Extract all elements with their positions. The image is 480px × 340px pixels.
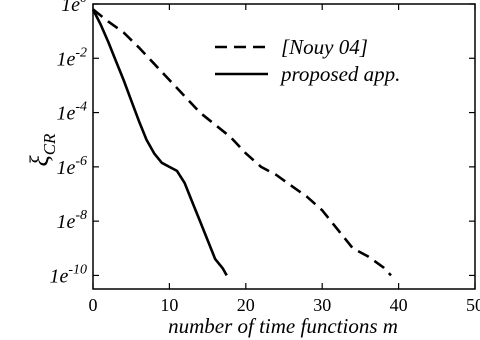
x-tick-label: 20 bbox=[237, 295, 255, 315]
y-tick-label-exponent: 0 bbox=[80, 0, 87, 6]
x-tick-label: 30 bbox=[313, 295, 331, 315]
y-tick-label: 1e-8 bbox=[56, 208, 87, 233]
y-tick-label: 1e-4 bbox=[56, 100, 87, 125]
y-tick-label-base: 1e bbox=[56, 211, 75, 233]
y-tick-label-base: 1e bbox=[61, 0, 80, 16]
x-axis: 0 10 20 30 40 50 bbox=[89, 4, 480, 315]
series-layer bbox=[91, 8, 392, 277]
y-tick-label-base: 1e bbox=[49, 265, 68, 287]
x-axis-label: number of time functions m bbox=[168, 314, 398, 338]
y-tick-label-base: 1e bbox=[56, 157, 75, 179]
legend-label-proposed: proposed app. bbox=[279, 62, 400, 86]
svg-text:ξCR: ξCR bbox=[25, 133, 59, 166]
y-tick-label-exponent: -10 bbox=[68, 262, 87, 277]
y-tick-label-base: 1e bbox=[56, 48, 75, 70]
y-axis-label: ξCR bbox=[25, 133, 59, 166]
y-tick-label-exponent: -8 bbox=[75, 208, 87, 223]
y-axis: 1e01e-21e-41e-61e-81e-10 bbox=[49, 0, 475, 287]
x-tick-label: 0 bbox=[89, 295, 98, 315]
y-axis-label-subscript: CR bbox=[40, 133, 59, 155]
x-tick-label: 40 bbox=[390, 295, 408, 315]
y-tick-label: 1e-10 bbox=[49, 262, 87, 287]
x-tick-label: 10 bbox=[160, 295, 178, 315]
series-line-proposed bbox=[91, 8, 228, 277]
plot-frame bbox=[92, 3, 476, 290]
y-axis-label-main: ξ bbox=[25, 154, 54, 166]
series-line-nouy bbox=[92, 8, 392, 277]
y-tick-label-exponent: -4 bbox=[75, 100, 87, 115]
legend: [Nouy 04] proposed app. bbox=[215, 35, 400, 86]
y-tick-label-exponent: -2 bbox=[75, 45, 87, 60]
y-tick-label-base: 1e bbox=[56, 103, 75, 125]
y-tick-label: 1e-2 bbox=[56, 45, 87, 70]
y-tick-label: 1e0 bbox=[61, 0, 87, 16]
legend-label-nouy: [Nouy 04] bbox=[281, 35, 368, 59]
y-tick-label: 1e-6 bbox=[56, 154, 87, 179]
y-tick-label-exponent: -6 bbox=[75, 154, 87, 169]
x-tick-label: 50 bbox=[466, 295, 480, 315]
